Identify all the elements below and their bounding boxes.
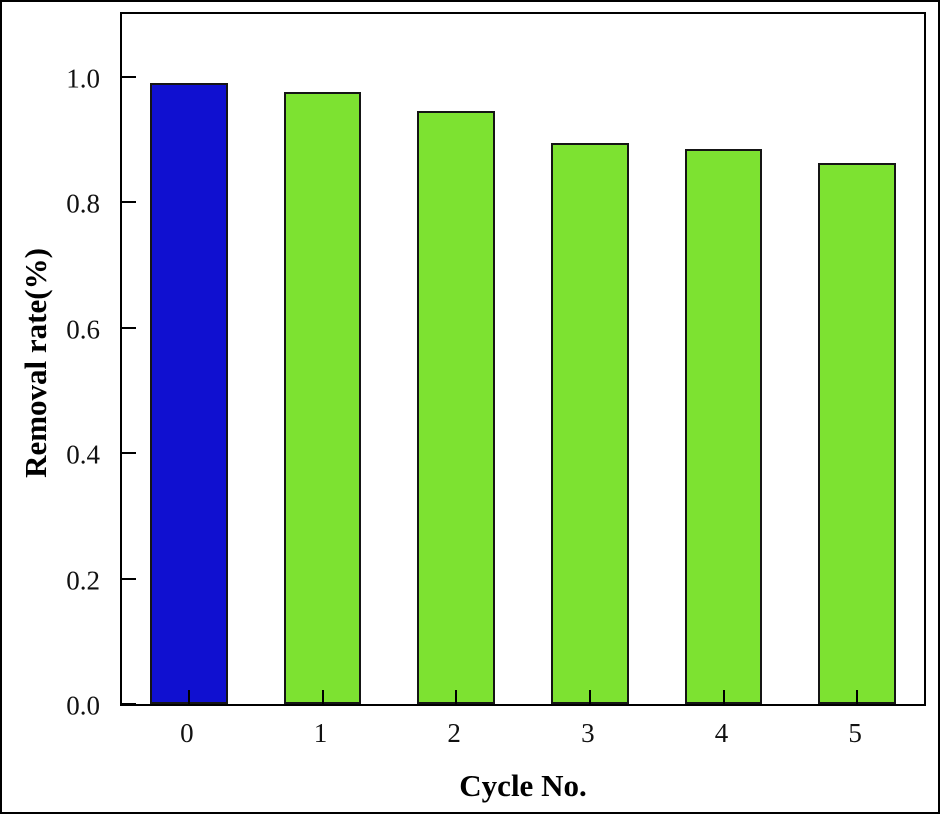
x-tick-labels: 0 1 2 3 4 5 bbox=[120, 712, 926, 754]
x-axis-tick bbox=[722, 690, 725, 704]
bar-cycle-1 bbox=[283, 92, 362, 704]
x-tick-label: 4 bbox=[714, 718, 729, 748]
y-tick-label: 0.8 bbox=[66, 188, 100, 219]
y-axis-tick bbox=[122, 75, 136, 78]
x-tick-label: 0 bbox=[180, 718, 194, 748]
y-axis-tick bbox=[122, 703, 136, 705]
bar-cycle-0 bbox=[150, 83, 228, 704]
y-tick-label: 1.0 bbox=[66, 63, 100, 94]
x-axis-tick bbox=[187, 690, 190, 704]
y-axis-tick bbox=[122, 326, 136, 329]
x-tick-label: 1 bbox=[313, 718, 328, 748]
x-axis-title: Cycle No. bbox=[459, 768, 587, 803]
x-axis-tick bbox=[455, 690, 458, 704]
x-axis-tick bbox=[321, 690, 324, 704]
x-tick-label: 2 bbox=[447, 718, 461, 748]
y-axis-tick bbox=[122, 452, 136, 455]
bar-cycle-4 bbox=[684, 148, 763, 704]
bar-cycle-2 bbox=[417, 111, 495, 704]
y-tick-label: 0.2 bbox=[66, 565, 100, 596]
bar-cycle-5 bbox=[818, 163, 896, 704]
bar-cycle-3 bbox=[551, 142, 629, 704]
y-tick-label: 0.6 bbox=[66, 314, 100, 345]
x-tick-label: 5 bbox=[848, 718, 862, 748]
x-axis-tick bbox=[856, 690, 859, 704]
plot-area bbox=[120, 12, 926, 706]
y-tick-labels: 0.0 0.2 0.4 0.6 0.8 1.0 bbox=[2, 12, 110, 719]
y-tick-label: 0.4 bbox=[66, 439, 100, 470]
x-axis-tick bbox=[588, 690, 591, 704]
y-axis-tick bbox=[122, 577, 136, 580]
y-axis-tick bbox=[122, 201, 136, 204]
x-tick-label: 3 bbox=[581, 718, 595, 748]
y-tick-label: 0.0 bbox=[66, 690, 100, 721]
